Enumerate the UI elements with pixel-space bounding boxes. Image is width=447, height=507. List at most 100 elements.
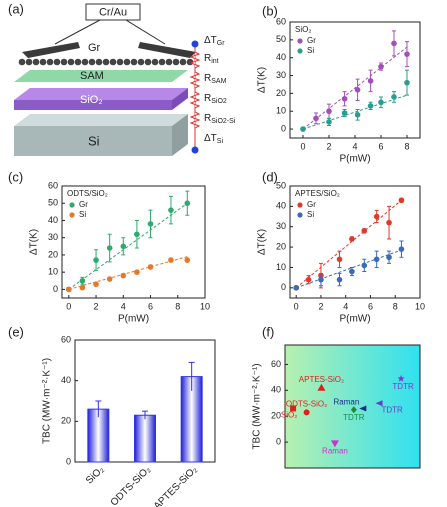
y-tick-label: 20 — [61, 416, 71, 426]
y-tick-label: 0 — [66, 456, 71, 466]
fit-line — [302, 46, 408, 130]
point — [318, 276, 324, 283]
point — [293, 285, 299, 291]
panel-label: (b) — [262, 3, 278, 18]
point — [66, 286, 72, 293]
label-sub: SiO2 — [211, 98, 227, 105]
label-main: R — [204, 93, 211, 104]
legend-title: APTES/SiO₂ — [295, 189, 340, 198]
point — [290, 405, 297, 412]
legend-label: Gr — [79, 200, 88, 209]
schematic: (a) Cr/Au Gr SAM SiO₂ Si ΔTGrRintRSAMRSi… — [8, 1, 236, 156]
y-tick-label: 10 — [276, 262, 286, 272]
point — [106, 276, 113, 282]
point — [359, 405, 367, 412]
legend-marker — [297, 38, 303, 44]
point — [336, 256, 343, 263]
point — [168, 257, 174, 263]
resistor-label: ΔTSi — [204, 133, 223, 145]
x-tick-label: APTES-SiO₂ — [152, 464, 200, 507]
label-main: ΔT — [204, 133, 217, 144]
carbon-ball — [116, 58, 124, 66]
legend-label: Gr — [307, 36, 316, 45]
label-sub: Gr — [217, 40, 225, 47]
x-tick-label: 2 — [318, 301, 323, 311]
carbon-ball — [18, 58, 26, 66]
point — [79, 284, 86, 291]
point — [79, 277, 86, 284]
point — [391, 94, 397, 100]
y-tick-label: 40 — [61, 375, 71, 385]
resistor — [189, 51, 201, 129]
fit-line — [296, 248, 405, 289]
x-tick-label: 0 — [294, 301, 299, 311]
carbon-ball — [172, 58, 180, 66]
x-tick-label: 6 — [378, 141, 383, 151]
point — [330, 440, 339, 448]
legend-label: Si — [307, 210, 314, 219]
y-axis-label: TBC (MW·m⁻²·K⁻¹) — [252, 363, 263, 449]
fit-line — [295, 197, 405, 289]
point — [404, 79, 410, 86]
point-label: TDTR — [392, 382, 414, 391]
carbon-ball — [109, 58, 117, 66]
legend-marker — [297, 202, 303, 208]
resistor-label: RSAM — [204, 73, 227, 85]
x-tick-label: 8 — [393, 301, 398, 311]
label-main: R — [204, 73, 211, 84]
point-label: Raman — [334, 398, 360, 407]
resistor-label: RSiO2 — [204, 93, 227, 105]
bar — [134, 414, 156, 463]
x-axis-label: P(mW) — [339, 154, 370, 165]
y-tick-label: 10 — [276, 106, 286, 116]
y-axis-label: ΔT(K) — [257, 67, 268, 93]
node — [191, 146, 199, 154]
carbon-ball — [165, 58, 173, 66]
x-tick-label: 4 — [343, 301, 348, 311]
carbon-ball — [25, 58, 33, 66]
si-layer — [14, 114, 188, 126]
si-front — [14, 126, 172, 156]
resistor-label: ΔTGr — [204, 35, 225, 47]
y-tick-label: 10 — [48, 267, 58, 277]
point — [361, 228, 368, 234]
x-tick-label: 6 — [368, 301, 373, 311]
point — [361, 262, 368, 269]
error-bar — [188, 361, 195, 391]
label-sub: int — [211, 58, 218, 65]
legend-label: Si — [307, 46, 314, 55]
point — [168, 207, 174, 213]
point — [147, 264, 154, 270]
carbon-ball — [46, 58, 54, 66]
legend-label: Si — [79, 210, 86, 219]
legend-label: Gr — [307, 200, 316, 209]
y-axis-label: ΔT(K) — [29, 229, 40, 255]
carbon-ball — [88, 58, 96, 66]
point — [303, 409, 310, 416]
layer-label: SAM — [80, 70, 104, 82]
sio2-layer — [14, 88, 188, 100]
point — [373, 256, 380, 263]
point — [373, 213, 380, 220]
point — [354, 112, 361, 118]
point — [367, 78, 374, 84]
y-tick-label: 0 — [281, 123, 286, 133]
plot-frame — [61, 185, 206, 299]
electrode-box — [85, 3, 141, 21]
carbon-ball — [67, 58, 75, 66]
x-tick-label: 10 — [415, 301, 425, 311]
y-tick-label: 20 — [276, 88, 286, 98]
x-tick-label: 10 — [200, 301, 210, 311]
panel-label: (c) — [8, 169, 23, 184]
x-tick-label: 0 — [66, 301, 71, 311]
x-axis-label: P(mW) — [118, 314, 149, 325]
point — [184, 257, 191, 263]
carbon-ball — [123, 58, 131, 66]
legend-marker — [69, 212, 75, 218]
legend-marker — [297, 212, 303, 218]
point-label: Raman — [322, 447, 348, 456]
y-tick-label: 50 — [276, 180, 286, 190]
carbon-ball — [74, 58, 82, 66]
